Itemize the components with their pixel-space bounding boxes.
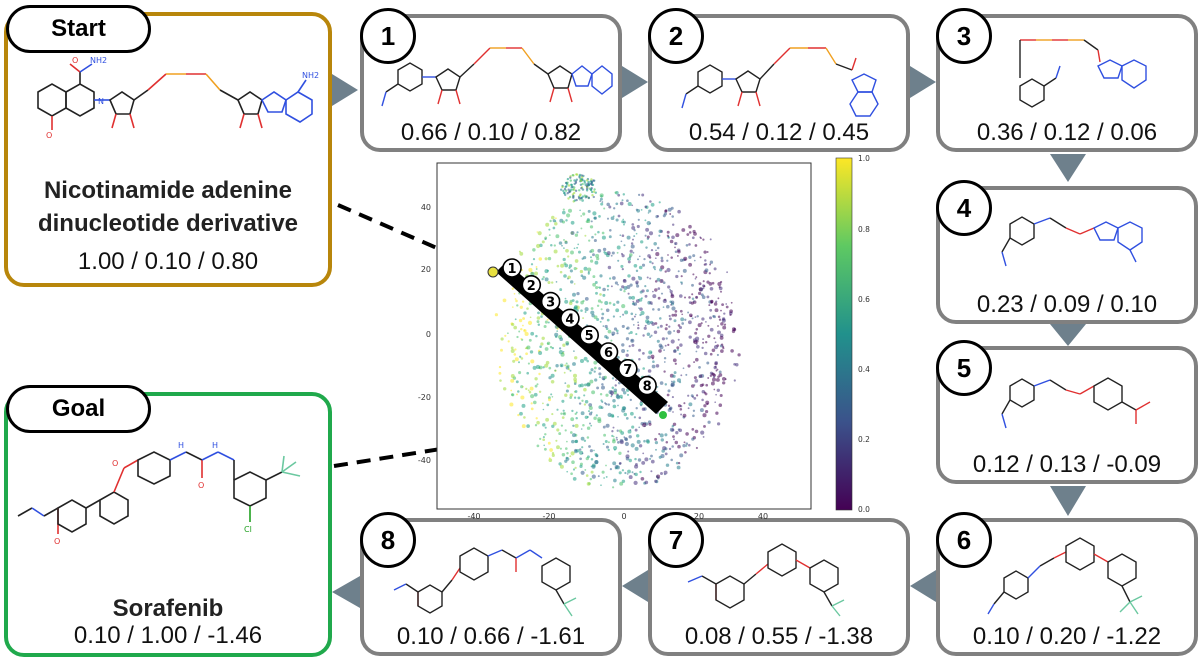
colorbar-tick-label: 0.4 — [858, 365, 870, 374]
step-6-structure — [987, 537, 1143, 615]
step-1-badge: 1 — [360, 8, 416, 64]
arrow-6-to-7 — [910, 570, 936, 602]
goal-score: 0.10 / 1.00 / -1.46 — [73, 622, 263, 649]
plot-frame — [436, 162, 812, 510]
svg-text:NH2: NH2 — [302, 71, 319, 80]
trajectory-marker-label: 1 — [507, 262, 516, 277]
trajectory-marker — [540, 291, 561, 312]
trajectory-marker — [637, 375, 657, 396]
step-1-score: 0.66 / 0.10 / 0.82 — [400, 119, 582, 146]
step-4-badge: 4 — [936, 180, 992, 236]
start-tag: Start — [6, 5, 151, 53]
step-7-score: 0.08 / 0.55 / -1.38 — [684, 623, 874, 650]
goal-molecule-name: Sorafenib — [112, 595, 224, 622]
step-3-score: 0.36 / 0.12 / 0.06 — [976, 119, 1158, 146]
step-7-badge: 7 — [648, 512, 704, 568]
trajectory-marker — [560, 308, 580, 329]
step-2-badge: 2 — [648, 8, 704, 64]
svg-text:O: O — [112, 459, 118, 468]
arrow-2-to-3 — [910, 66, 936, 98]
start-score: 1.00 / 0.10 / 0.80 — [77, 248, 259, 275]
scatter-points — [494, 173, 741, 489]
start-molecule-name-line2: dinucleotide derivative — [37, 210, 299, 237]
sorafenib-structure: O H H O O Cl — [17, 441, 301, 546]
step-8-structure — [393, 547, 577, 617]
step-3-structure — [1019, 39, 1147, 108]
arrow-3-to-4 — [1050, 154, 1086, 182]
trajectory-marker-label: 4 — [565, 312, 574, 327]
step-4-score: 0.23 / 0.09 / 0.10 — [976, 291, 1158, 318]
arrow-7-to-8 — [622, 570, 648, 602]
arrow-start-to-1 — [332, 74, 358, 106]
step-card-5: 0.12 / 0.13 / -0.09 — [936, 346, 1198, 484]
step-5-score: 0.12 / 0.13 / -0.09 — [972, 451, 1162, 478]
trajectory-marker-label: 5 — [585, 329, 594, 344]
goal-tag: Goal — [6, 385, 151, 433]
trajectory-marker-label: 2 — [527, 279, 536, 294]
arrow-1-to-2 — [622, 66, 648, 98]
svg-text:N: N — [98, 97, 104, 106]
y-tick-label: 0 — [426, 330, 431, 339]
nad-derivative-structure: O NH2 O N NH2 — [37, 56, 319, 140]
y-tick-label: 40 — [421, 203, 431, 212]
start-molecule-card: O NH2 O N NH2 Nicotinamide adenine dinuc… — [4, 12, 332, 287]
trajectory-marker-label: 7 — [623, 363, 632, 378]
start-molecule-name-line1: Nicotinamide adenine — [43, 177, 293, 204]
y-tick-label: -20 — [418, 393, 431, 402]
colorbar-tick-label: 0.8 — [858, 225, 870, 234]
svg-text:O: O — [54, 537, 60, 546]
step-4-structure — [1001, 216, 1143, 267]
step-7-structure — [687, 543, 845, 617]
colorbar — [835, 157, 853, 511]
x-tick-label: -20 — [542, 512, 555, 521]
svg-text:O: O — [72, 56, 78, 65]
step-5-structure — [1001, 377, 1151, 429]
y-tick-label: -40 — [418, 456, 431, 465]
trajectory-marker — [617, 358, 638, 379]
colorbar-tick-label: 0.6 — [858, 295, 870, 304]
y-tick-label: 20 — [421, 265, 431, 274]
step-6-badge: 6 — [936, 512, 992, 568]
svg-text:O: O — [46, 131, 52, 140]
step-8-score: 0.10 / 0.66 / -1.61 — [396, 623, 586, 650]
x-tick-label: 40 — [758, 512, 768, 521]
step-3-badge: 3 — [936, 8, 992, 64]
step-8-badge: 8 — [360, 512, 416, 568]
arrow-4-to-5 — [1050, 324, 1086, 346]
x-tick-label: 0 — [621, 512, 626, 521]
step-6-score: 0.10 / 0.20 / -1.22 — [972, 623, 1162, 650]
trajectory-marker — [502, 258, 522, 278]
trajectory-goal-point — [658, 410, 668, 420]
step-5-badge: 5 — [936, 340, 992, 396]
arrow-8-to-goal — [332, 576, 360, 608]
arrow-5-to-6 — [1050, 486, 1086, 516]
svg-text:NH2: NH2 — [90, 56, 107, 65]
trajectory-marker-label: 6 — [604, 346, 613, 361]
svg-text:H: H — [178, 441, 184, 450]
trajectory-marker-label: 8 — [643, 380, 652, 395]
goal-molecule-card: O H H O O Cl Sorafenib 0.10 / 1.00 / -1.… — [4, 392, 332, 657]
step-2-structure — [681, 47, 879, 117]
x-tick-label: 20 — [694, 512, 704, 521]
colorbar-tick-label: 0.0 — [858, 505, 870, 514]
colorbar-tick-label: 1.0 — [858, 154, 870, 163]
x-tick-label: -40 — [467, 512, 480, 521]
trajectory-marker — [598, 342, 619, 362]
trajectory-start-point — [487, 266, 499, 278]
step-2-score: 0.54 / 0.12 / 0.45 — [688, 119, 870, 146]
svg-text:O: O — [198, 481, 204, 490]
trajectory-marker — [521, 274, 542, 295]
trajectory-marker-label: 3 — [546, 296, 555, 311]
svg-text:Cl: Cl — [244, 525, 252, 534]
trajectory-marker — [579, 325, 600, 346]
step-1-structure — [381, 47, 613, 107]
svg-text:H: H — [212, 441, 218, 450]
colorbar-tick-label: 0.2 — [858, 435, 870, 444]
